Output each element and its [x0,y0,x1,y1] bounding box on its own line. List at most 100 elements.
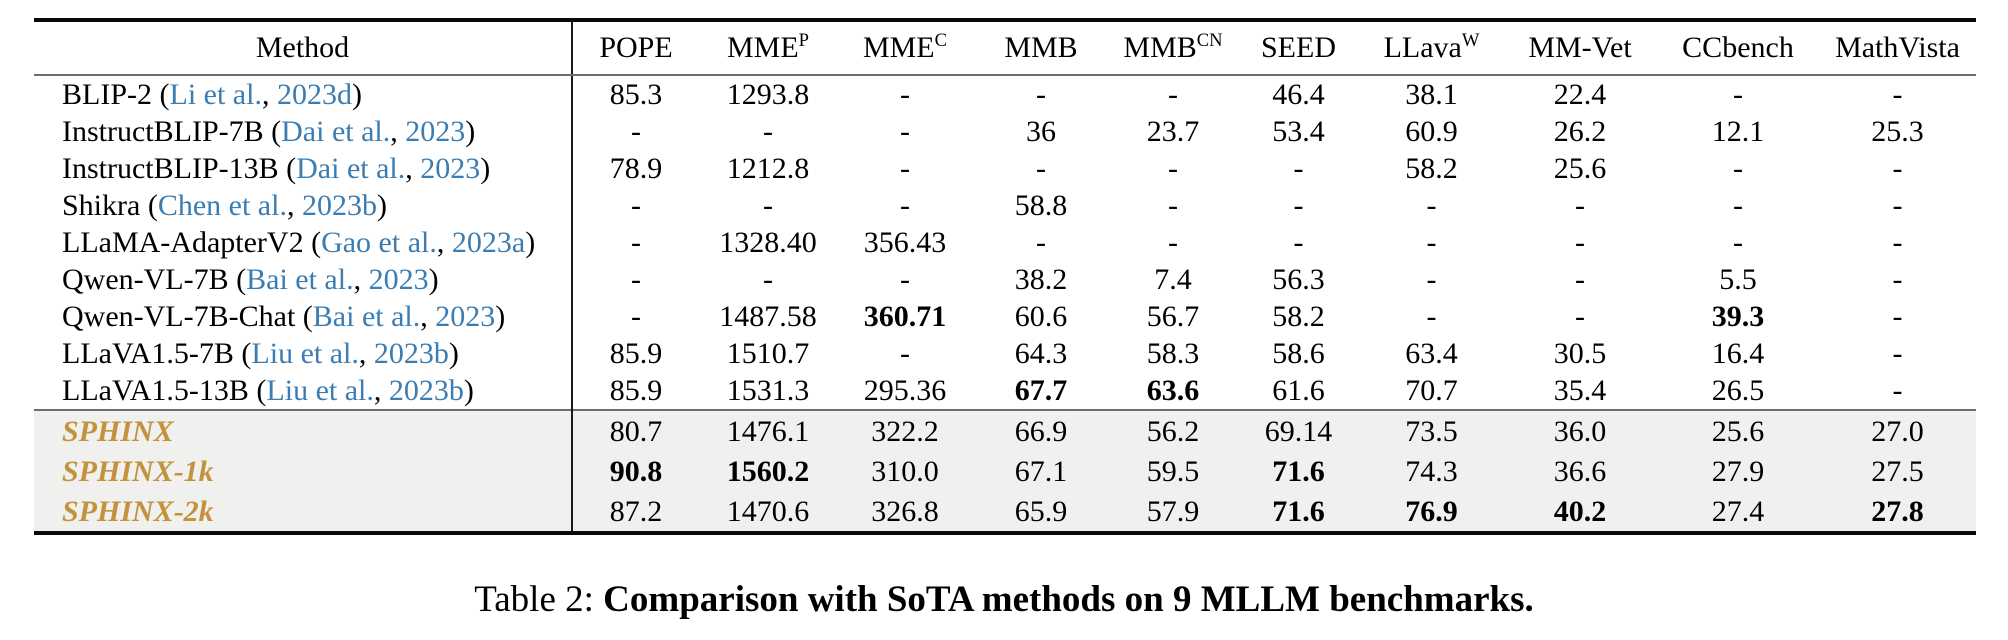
score-cell: 71.6 [1237,451,1360,491]
citation-close-paren: ) [351,78,362,111]
score-cell: 1510.7 [726,337,810,370]
score-cell: 30.5 [1553,337,1607,370]
score-cell: 87.2 [572,491,699,533]
score-cell: 27.4 [1657,491,1819,533]
method-name: LLaVA1.5-7B ( [62,337,252,370]
score-cell: - [1575,189,1585,222]
table-row: Qwen-VL-7B (Bai et al., 2023) - - - 38.2 7.4 5… [34,261,1976,298]
method-name: SPHINX [62,414,174,448]
best-score-value: 71.6 [1272,454,1325,488]
score-cell: - [1892,263,1903,296]
score-cell: - [900,263,910,296]
score-cell: - [763,189,773,222]
score-cell: 58.3 [1146,337,1200,370]
score-cell: 58.6 [1272,337,1325,370]
score-cell: - [631,115,641,148]
score-cell: 12.1 [1711,115,1765,148]
score-cell: 60.9 [1405,115,1458,148]
citation-separator: , [353,263,369,296]
best-score-value: 40.2 [1553,494,1607,528]
citation-close-paren: ) [376,189,387,222]
score-cell: 78.9 [609,152,663,185]
score-cell: 25.6 [1657,409,1819,451]
column-header-ccbench: CCbench [1657,20,1819,76]
score-cell: 35.4 [1553,374,1607,407]
score-cell: - [1733,189,1743,222]
citation-year-link[interactable]: 2023a [451,226,526,259]
score-cell: 56.7 [1146,300,1200,333]
score-cell: - [1426,189,1437,222]
citation-year-link[interactable]: 2023 [435,300,496,333]
citation-authors-link[interactable]: Dai et al. [296,152,406,185]
score-cell: 60.6 [1014,300,1068,333]
citation-close-paren: ) [448,337,459,370]
method-name: Qwen-VL-7B ( [62,263,247,296]
method-name: InstructBLIP-7B ( [62,115,282,148]
citation-separator: , [261,78,277,111]
score-cell: 74.3 [1360,451,1503,491]
citation-separator: , [420,300,436,333]
citation-authors-link[interactable]: Liu et al. [251,337,359,370]
score-cell: 66.9 [973,409,1109,451]
score-cell: 295.36 [863,374,947,407]
citation-authors-link[interactable]: Bai et al. [246,263,354,296]
best-score-value: 76.9 [1405,494,1458,528]
best-score-value: 1560.2 [726,454,810,488]
score-cell: 1560.2 [699,451,837,491]
column-header-method: Method [34,20,573,76]
score-cell: 25.6 [1553,152,1607,185]
citation-separator: , [436,226,452,259]
citation-authors-link[interactable]: Gao et al. [321,226,437,259]
score-cell: 65.9 [973,491,1109,533]
score-cell: 56.3 [1272,263,1325,296]
score-cell: - [1892,300,1903,333]
score-cell: 80.7 [572,409,699,451]
score-cell: - [900,115,910,148]
score-cell: - [1168,78,1178,111]
citation-year-link[interactable]: 2023b [388,374,464,407]
citation-year-link[interactable]: 2023b [301,189,377,222]
score-cell: - [1293,189,1304,222]
method-name: LLaMA-AdapterV2 ( [62,226,322,259]
score-cell: 71.6 [1237,491,1360,533]
score-cell: 27.0 [1819,409,1976,451]
method-name: SPHINX-2k [62,494,214,528]
score-cell: 38.1 [1405,78,1458,111]
column-header-llavaw: LLavaW [1360,20,1503,76]
citation-year-link[interactable]: 2023 [405,115,466,148]
score-cell: 61.6 [1272,374,1325,407]
score-cell: - [763,263,773,296]
score-cell: 310.0 [837,451,973,491]
score-cell: 58.8 [1014,189,1068,222]
method-cell: InstructBLIP-13B (Dai et al., 2023) [34,150,573,187]
citation-authors-link[interactable]: Dai et al. [281,115,391,148]
citation-year-link[interactable]: 2023 [420,152,481,185]
score-cell: - [1426,226,1437,259]
citation-authors-link[interactable]: Chen et al. [157,189,287,222]
score-cell: 76.9 [1360,491,1503,533]
score-cell: - [1892,226,1903,259]
citation-year-link[interactable]: 2023 [368,263,429,296]
column-header-mmep: MMEP [699,20,837,76]
citation-authors-link[interactable]: Liu et al. [266,374,374,407]
score-cell: - [1892,337,1903,370]
citation-authors-link[interactable]: Li et al. [169,78,262,111]
method-name: InstructBLIP-13B ( [62,152,297,185]
caption-prefix: Table 2: [474,579,604,620]
citation-year-link[interactable]: 2023b [373,337,449,370]
score-cell: - [1293,152,1304,185]
header-superscript: W [1461,30,1480,51]
score-cell: - [1168,226,1178,259]
header-superscript: C [934,30,948,51]
table-row: LLaMA-AdapterV2 (Gao et al., 2023a) - 1328… [34,224,1976,261]
method-cell: BLIP-2 (Li et al., 2023d) [34,75,573,113]
table-header: Method POPE MMEP MMEC MMB MMBCN SEED LLavaW MM-V… [34,20,1976,76]
score-cell: 70.7 [1405,374,1458,407]
citation-authors-link[interactable]: Bai et al. [312,300,421,333]
best-score-value: 71.6 [1272,494,1325,528]
table-row-sphinx: SPHINX-1k 90.8 1560.2 310.0 67.1 59.5 71.6 74.3… [34,451,1976,491]
score-cell: 36.6 [1503,451,1657,491]
citation-year-link[interactable]: 2023d [276,78,352,111]
score-cell: 27.9 [1657,451,1819,491]
score-cell: 1293.8 [726,78,810,111]
